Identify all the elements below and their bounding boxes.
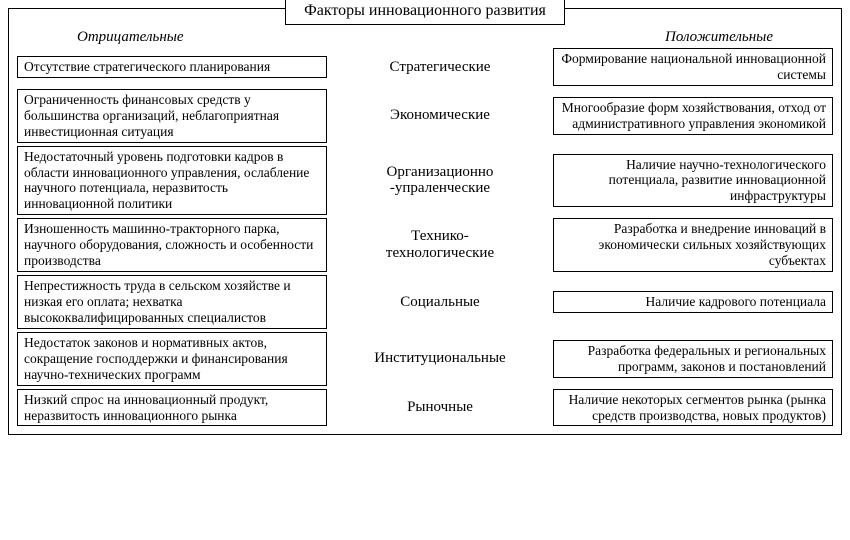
header-negative: Отрицательные <box>77 29 184 46</box>
category-label: Стратегические <box>335 59 545 76</box>
positive-factor: Разработка и внедрение инноваций в эконо… <box>553 218 833 272</box>
factor-row: Низкий спрос на инновационный продукт, н… <box>17 389 833 427</box>
negative-factor: Непрестижность труда в сельском хозяйств… <box>17 275 327 329</box>
category-label: Организационно-упраленческие <box>335 164 545 198</box>
factor-row: Изношенность машинно-тракторного парка, … <box>17 218 833 272</box>
positive-factor: Многообразие форм хозяйствования, отход … <box>553 97 833 135</box>
factor-row: Непрестижность труда в сельском хозяйств… <box>17 275 833 329</box>
header-positive: Положительные <box>665 29 773 46</box>
factor-row: Ограниченность финансовых средств у боль… <box>17 89 833 143</box>
category-label: Экономические <box>335 107 545 124</box>
diagram-frame: Факторы инновационного развития Отрицате… <box>8 8 842 435</box>
negative-factor: Недостаток законов и нормативных актов, … <box>17 332 327 386</box>
diagram-title: Факторы инновационного развития <box>285 0 565 25</box>
category-label: Институциональные <box>335 350 545 367</box>
category-label: Технико-технологические <box>335 228 545 262</box>
negative-factor: Отсутствие стратегического планирования <box>17 56 327 78</box>
positive-factor: Формирование национальной инновационной … <box>553 48 833 86</box>
rows-container: Отсутствие стратегического планирования С… <box>17 48 833 426</box>
positive-factor: Наличие научно-технологического потенциа… <box>553 154 833 208</box>
column-headers: Отрицательные Положительные <box>17 29 833 48</box>
category-label: Социальные <box>335 294 545 311</box>
negative-factor: Ограниченность финансовых средств у боль… <box>17 89 327 143</box>
negative-factor: Недостаточный уровень подготовки кадров … <box>17 146 327 216</box>
negative-factor: Низкий спрос на инновационный продукт, н… <box>17 389 327 427</box>
factor-row: Недостаточный уровень подготовки кадров … <box>17 146 833 216</box>
category-label: Рыночные <box>335 399 545 416</box>
factor-row: Отсутствие стратегического планирования С… <box>17 48 833 86</box>
positive-factor: Разработка федеральных и региональных пр… <box>553 340 833 378</box>
positive-factor: Наличие некоторых сегментов рынка (рынка… <box>553 389 833 427</box>
positive-factor: Наличие кадрового потенциала <box>553 291 833 313</box>
negative-factor: Изношенность машинно-тракторного парка, … <box>17 218 327 272</box>
factor-row: Недостаток законов и нормативных актов, … <box>17 332 833 386</box>
